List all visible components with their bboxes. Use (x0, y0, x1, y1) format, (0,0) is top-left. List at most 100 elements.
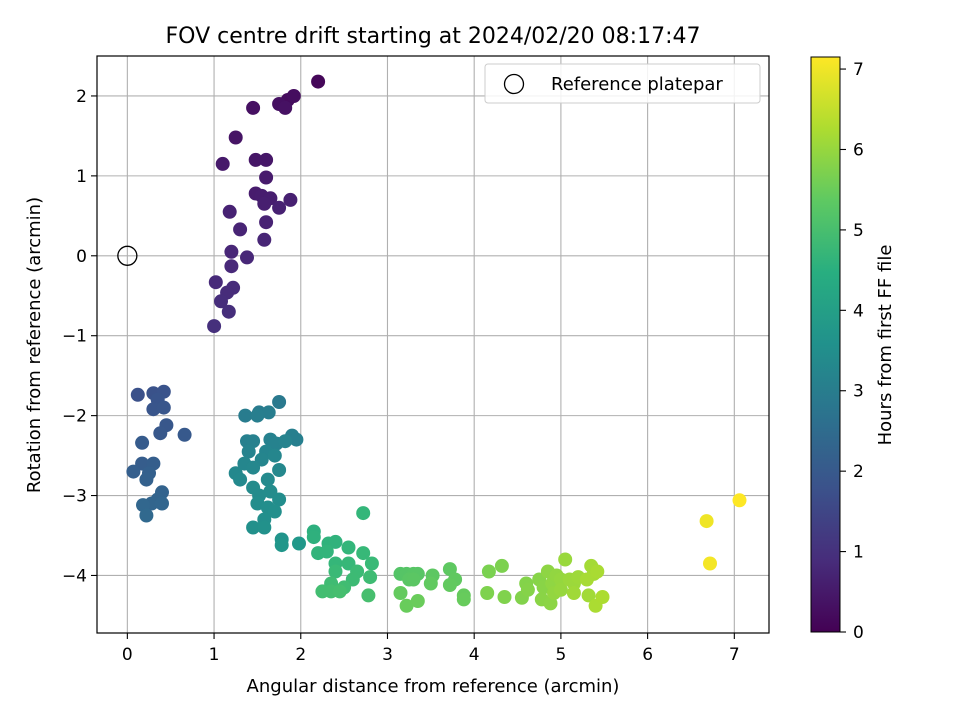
scatter-point (250, 408, 265, 423)
legend: Reference platepar (484, 63, 761, 104)
scatter-point (135, 435, 150, 450)
scatter-point (341, 540, 356, 555)
scatter-point (566, 586, 581, 600)
scatter-point (259, 170, 274, 185)
scatter-point (356, 506, 371, 521)
scatter-point (481, 564, 496, 579)
x-axis-ticks: 0 1 2 3 4 5 6 7 (122, 633, 740, 665)
scatter-point (311, 74, 326, 89)
y-tick-label: −2 (62, 407, 87, 427)
scatter-point (139, 472, 154, 487)
scatter-point (153, 426, 168, 441)
scatter-point (364, 556, 379, 571)
colorbar-ticks: 0 1 2 3 4 5 6 7 (840, 60, 864, 643)
scatter-point (272, 463, 287, 477)
colorbar-tick-label: 7 (853, 60, 864, 80)
scatter-point (260, 472, 275, 487)
scatter-point (233, 222, 248, 237)
scatter-point (257, 232, 272, 247)
scatter-point (257, 520, 272, 535)
scatter-point (410, 594, 425, 608)
scatter-point (246, 520, 261, 535)
scatter-point (328, 564, 343, 579)
y-tick-label: −4 (62, 566, 87, 586)
scatter-point (214, 294, 228, 309)
scatter-point (241, 444, 256, 459)
scatter-point (595, 590, 610, 604)
x-tick-label: 0 (122, 645, 133, 665)
scatter-point (222, 204, 237, 219)
scatter-point (278, 100, 293, 115)
scatter-point (699, 514, 714, 529)
scatter-point (332, 584, 347, 599)
x-axis-label: Angular distance from reference (arcmin) (247, 676, 620, 697)
reference-platepar-marker (117, 245, 138, 266)
scatter-point (356, 546, 371, 561)
scatter-point (228, 130, 243, 145)
scatter-point (286, 89, 301, 103)
scatter-point (267, 504, 282, 519)
scatter-point (272, 395, 287, 409)
scatter-point (221, 304, 236, 319)
y-axis-ticks: −4 −3 −2 −1 0 1 2 (62, 87, 97, 586)
scatter-point (259, 215, 274, 230)
legend-box (484, 63, 761, 104)
scatter-point (456, 592, 471, 607)
scatter-point (292, 536, 306, 551)
x-tick-label: 3 (382, 645, 393, 665)
plot-area-frame (96, 55, 770, 634)
y-tick-label: −1 (62, 327, 87, 347)
scatter-point (278, 434, 293, 449)
y-tick-label: 1 (76, 167, 87, 187)
y-axis-label: Rotation from reference (arcmin) (24, 197, 45, 493)
scatter-point (361, 588, 376, 603)
scatter-point (553, 582, 568, 597)
x-tick-label: 2 (295, 645, 306, 665)
scatter-point (240, 250, 254, 265)
scatter-point (393, 586, 408, 600)
y-tick-label: −3 (62, 487, 87, 507)
scatter-point (289, 432, 304, 447)
scatter-point (558, 552, 573, 567)
legend-label-reference-platepar: Reference platepar (551, 74, 723, 95)
scatter-point (274, 538, 289, 553)
scatter-point (590, 564, 605, 579)
scatter-point (423, 576, 438, 591)
scatter-point (267, 448, 282, 463)
colorbar-tick-label: 0 (853, 623, 864, 643)
x-tick-label: 1 (209, 645, 220, 665)
scatter-point (259, 152, 274, 167)
scatter-point (146, 402, 161, 417)
scatter-point (283, 192, 298, 207)
reference-marker-layer (117, 245, 138, 266)
x-tick-label: 7 (729, 645, 740, 665)
scatter-point (224, 259, 239, 274)
scatter-point (257, 196, 272, 211)
colorbar (810, 56, 841, 633)
scatter-point (130, 387, 145, 402)
scatter-point (399, 598, 414, 613)
grid-lines (97, 56, 769, 633)
scatter-point (272, 492, 287, 507)
colorbar-tick-label: 3 (853, 382, 864, 402)
scatter-point (139, 508, 154, 523)
scatter-point (497, 590, 512, 604)
scatter-point (520, 582, 535, 597)
colorbar-tick-label: 4 (853, 301, 864, 321)
x-tick-label: 4 (469, 645, 480, 665)
scatter-point (246, 460, 261, 475)
legend-open-circle-icon (503, 73, 525, 95)
colorbar-tick-label: 2 (853, 462, 864, 482)
scatter-point (233, 472, 248, 487)
scatter-point (494, 558, 509, 573)
scatter-point (215, 156, 230, 171)
chart-title: FOV centre drift starting at 2024/02/20 … (166, 24, 701, 49)
scatter-point (442, 578, 457, 592)
scatter-point (126, 464, 141, 479)
scatter-point (272, 200, 287, 215)
x-tick-label: 6 (642, 645, 653, 665)
scatter-point (248, 152, 263, 167)
scatter-point (156, 400, 171, 415)
scatter-point (306, 530, 321, 545)
